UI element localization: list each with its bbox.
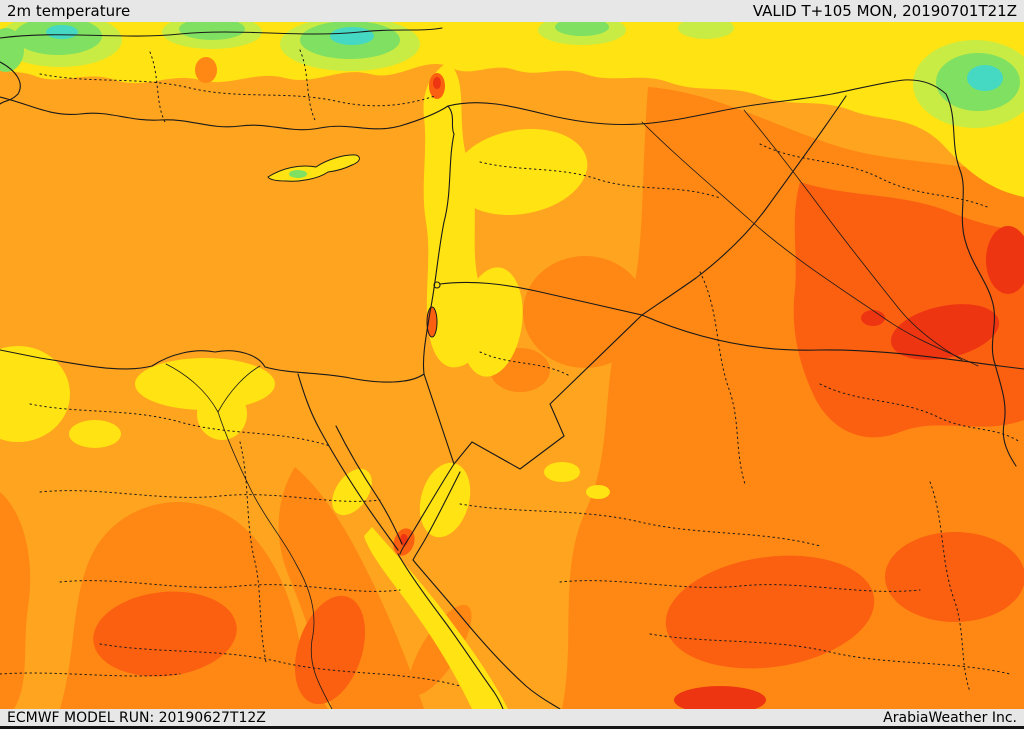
fill-cool-west-egypt bbox=[0, 346, 70, 442]
fill-cool-delta-apex bbox=[197, 388, 247, 440]
spot-north-levant-hot bbox=[433, 77, 441, 89]
fill-cool-suez-head bbox=[332, 468, 372, 516]
fill-veryhot-egypt bbox=[93, 591, 237, 677]
top-status-bar: 2m temperature VALID T+105 MON, 20190701… bbox=[0, 0, 1024, 22]
dotted-boundaries-layer bbox=[0, 49, 1021, 693]
coastline-aegean bbox=[0, 61, 21, 105]
temperature-map bbox=[0, 22, 1024, 709]
dotted-boundary bbox=[29, 403, 331, 447]
cyprus-cool-core bbox=[289, 170, 307, 178]
dotted-boundary bbox=[459, 503, 821, 547]
border-egypt-israel bbox=[423, 373, 455, 465]
fill-cold-cyan-1 bbox=[330, 27, 374, 45]
sea-of-galilee bbox=[433, 281, 441, 289]
fill-veryhot-saudi-2 bbox=[885, 532, 1024, 622]
brand-label: ArabiaWeather Inc. bbox=[883, 709, 1017, 726]
river-nile-branch-west bbox=[165, 363, 219, 413]
dotted-boundary bbox=[149, 51, 166, 123]
fill-cold-cyan-3 bbox=[967, 65, 1003, 91]
dotted-boundary bbox=[299, 49, 316, 121]
red-sea-west-shore bbox=[397, 553, 504, 709]
fill-mild-green-2 bbox=[179, 22, 245, 40]
dotted-boundary bbox=[239, 441, 267, 663]
fill-cool-levant-band bbox=[423, 62, 485, 368]
fill-extreme-iraq-1 bbox=[890, 304, 1000, 360]
valid-time-label: VALID T+105 MON, 20190701T21Z bbox=[752, 2, 1017, 20]
coastline-black-sea bbox=[0, 27, 443, 39]
dotted-boundary bbox=[99, 643, 461, 687]
fill-cool-spot-3 bbox=[586, 485, 610, 499]
river-nile bbox=[217, 411, 333, 709]
gulf-of-aqaba-west-shore bbox=[399, 463, 455, 555]
dotted-boundary bbox=[479, 161, 721, 199]
river-nile-branch-east bbox=[217, 365, 261, 413]
fill-cool-syria bbox=[452, 128, 588, 216]
coastline-mediterranean bbox=[0, 96, 455, 383]
dotted-boundary bbox=[649, 633, 1011, 675]
fill-cool-jordan bbox=[461, 267, 523, 377]
border-turkey-syria-iran bbox=[447, 79, 1017, 467]
border-jordan-syria bbox=[439, 281, 643, 316]
suez-canal bbox=[297, 373, 321, 431]
map-title: 2m temperature bbox=[7, 2, 131, 20]
fill-extreme-iraq-2 bbox=[986, 226, 1024, 294]
dotted-boundary bbox=[479, 351, 571, 377]
river-euphrates bbox=[641, 121, 979, 367]
fill-cool-north-band bbox=[0, 22, 1024, 197]
border-iraq-saudi bbox=[641, 314, 1024, 370]
temperature-map-canvas bbox=[0, 22, 1024, 709]
border-jordan-saudi bbox=[453, 314, 643, 470]
model-run-label: ECMWF MODEL RUN: 20190627T12Z bbox=[7, 709, 266, 726]
fill-mild-green-6 bbox=[0, 28, 24, 72]
fill-veryhot-saudi-1 bbox=[665, 555, 875, 669]
fill-hot-eastern-desert bbox=[278, 467, 424, 709]
fill-cool-spot-2 bbox=[544, 462, 580, 482]
gulf-of-suez-east-shore bbox=[335, 425, 403, 545]
fill-cold-cyan-2 bbox=[46, 25, 78, 39]
fill-extreme-spot-2 bbox=[674, 686, 766, 709]
dotted-boundary bbox=[0, 672, 181, 677]
border-jordan-iraq bbox=[641, 277, 697, 316]
rivers-layer bbox=[165, 109, 979, 709]
red-sea-east-shore bbox=[412, 471, 561, 709]
bottom-status-bar: ECMWF MODEL RUN: 20190627T12Z ArabiaWeat… bbox=[0, 709, 1024, 729]
dotted-boundary bbox=[699, 271, 746, 485]
fill-cool-spot-1 bbox=[69, 420, 121, 448]
fill-mild-green-4 bbox=[555, 22, 609, 36]
cool-fill-layer bbox=[0, 22, 1024, 709]
river-tigris bbox=[743, 109, 963, 361]
fill-cool-red-sea bbox=[364, 527, 508, 709]
dotted-boundary bbox=[39, 490, 381, 502]
dotted-boundary bbox=[819, 383, 1021, 443]
border-syria-iraq bbox=[695, 95, 847, 279]
fill-veryhot-nile-flank bbox=[294, 595, 366, 705]
spot-anatolia-warm bbox=[195, 57, 217, 83]
spot-sinai-tip-hot bbox=[400, 534, 408, 546]
fill-hot-left-edge bbox=[0, 492, 31, 709]
gulf-of-suez-west-shore bbox=[319, 429, 399, 551]
dotted-boundary bbox=[39, 73, 436, 107]
dotted-boundary bbox=[759, 143, 991, 209]
borders-layer bbox=[0, 27, 1024, 709]
fill-cool-aqaba bbox=[419, 462, 471, 538]
fill-mild-halo-5 bbox=[678, 22, 734, 39]
dotted-boundary bbox=[59, 580, 401, 592]
dotted-boundary bbox=[559, 580, 921, 592]
fill-extreme-spot-1 bbox=[861, 310, 885, 326]
